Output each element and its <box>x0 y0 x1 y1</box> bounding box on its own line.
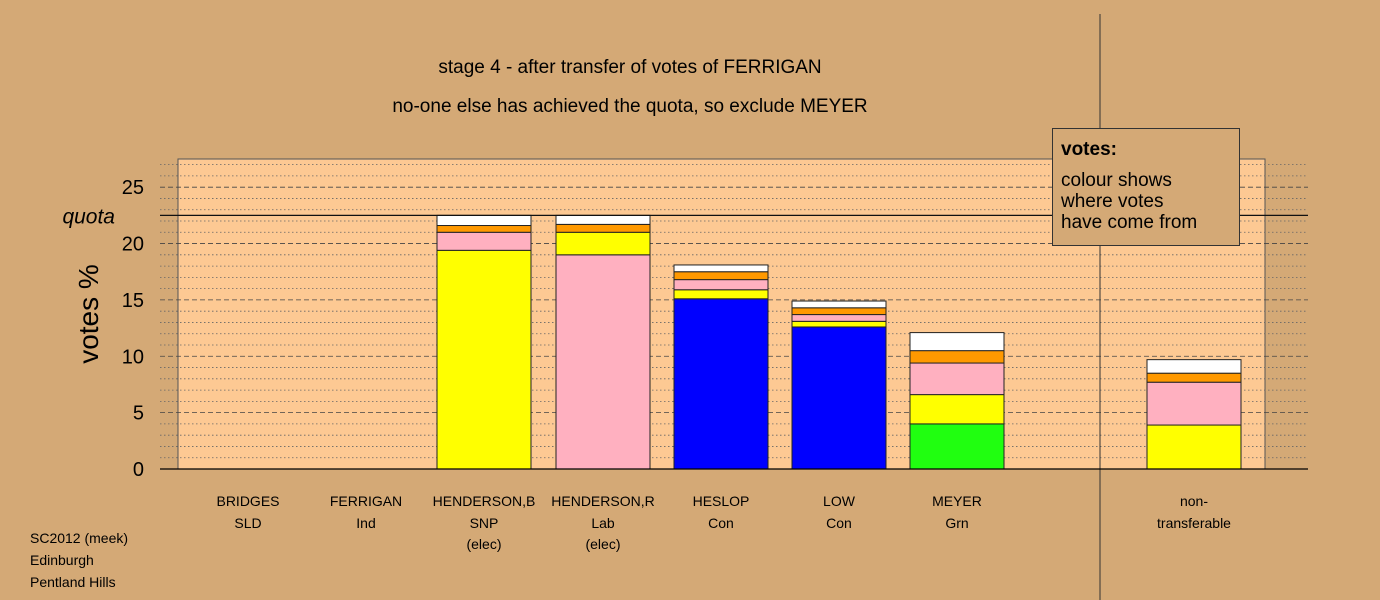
bar-segment-lab <box>436 231 532 251</box>
candidate-name-label: MEYER <box>932 493 982 509</box>
bar-segment-snp <box>909 394 1005 425</box>
candidate-party-label: Ind <box>356 515 375 531</box>
legend-line: colour shows <box>1061 170 1172 191</box>
footer-council: Edinburgh <box>30 552 94 568</box>
candidate-name-label: FERRIGAN <box>330 493 402 509</box>
legend-line: where votes <box>1061 191 1164 212</box>
candidate-note-label: (elec) <box>466 536 501 552</box>
bar-segment-lab <box>909 362 1005 396</box>
y-tick-label: 20 <box>122 234 144 256</box>
candidate-party-label: SNP <box>470 515 499 531</box>
bar-segment-sld <box>791 300 887 309</box>
footer-ward: Pentland Hills <box>30 574 116 590</box>
candidate-note-label: (elec) <box>585 536 620 552</box>
y-tick-label: 0 <box>133 459 144 481</box>
bar-segment-sld <box>1146 359 1242 374</box>
bar-segment-ind <box>1146 372 1242 383</box>
y-tick-label: 5 <box>133 403 144 425</box>
candidate-party-label: SLD <box>234 515 261 531</box>
bar-segment-lab <box>555 254 651 470</box>
candidate-party-label: Con <box>826 515 852 531</box>
bar-segment-sld <box>555 214 651 225</box>
bar-segment-lab <box>1146 381 1242 426</box>
candidate-name-label: LOW <box>823 493 856 509</box>
bar-segment-lab <box>673 279 769 291</box>
y-tick-label: 15 <box>122 290 144 312</box>
legend-line: have come from <box>1061 212 1198 233</box>
bar-segment-snp <box>673 289 769 300</box>
bar-segment-snp <box>1146 424 1242 470</box>
candidate-name-label: HESLOP <box>693 493 750 509</box>
y-tick-label: 10 <box>122 346 144 368</box>
bar-segment-snp <box>791 320 887 328</box>
candidate-name-label: BRIDGES <box>216 493 279 509</box>
bar-segment-grn <box>909 423 1005 470</box>
quota-label: quota <box>62 205 115 228</box>
candidate-party-label: Lab <box>591 515 615 531</box>
bar-segment-lab <box>791 314 887 322</box>
bar-segment-sld <box>673 264 769 273</box>
legend-title: votes: <box>1061 139 1117 160</box>
bar-segment-ind <box>673 271 769 281</box>
bar-segment-snp <box>436 249 532 470</box>
bar-segment-sld <box>909 332 1005 352</box>
candidate-party-label: transferable <box>1157 515 1231 531</box>
footer-system: SC2012 (meek) <box>30 530 129 546</box>
bar-segment-snp <box>555 231 651 256</box>
chart-title: stage 4 - after transfer of votes of FER… <box>438 57 822 78</box>
candidate-name-label: HENDERSON,R <box>551 493 654 509</box>
candidate-name-label: HENDERSON,B <box>433 493 536 509</box>
chart-subtitle: no-one else has achieved the quota, so e… <box>392 96 868 117</box>
y-tick-label: 25 <box>122 177 144 199</box>
bar-segment-con <box>791 326 887 470</box>
bar-segment-ind <box>555 223 651 233</box>
candidate-party-label: Con <box>708 515 734 531</box>
bar-segment-ind <box>436 225 532 233</box>
y-axis-label: votes % <box>73 264 104 364</box>
candidate-party-label: Grn <box>945 515 968 531</box>
bar-segment-con <box>673 298 769 470</box>
bar-segment-sld <box>436 214 532 227</box>
candidate-name-label: non- <box>1180 493 1208 509</box>
legend: votes: colour shows where votes have com… <box>1052 128 1240 246</box>
bar-segment-ind <box>791 307 887 316</box>
bar-segment-ind <box>909 350 1005 364</box>
